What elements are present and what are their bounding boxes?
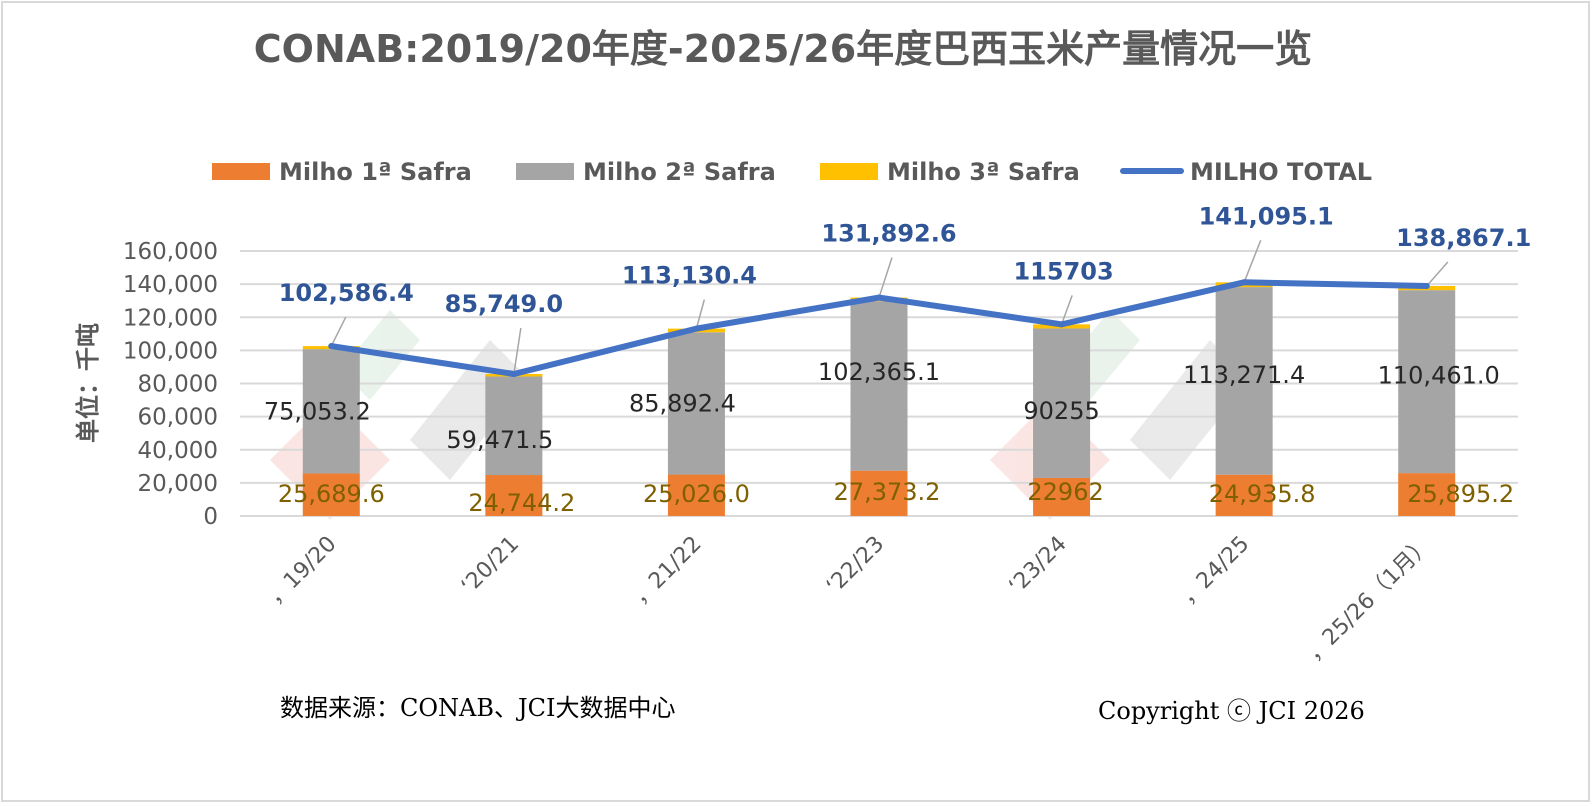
safra2-data-label: 102,365.1 [818, 358, 940, 386]
safra1-data-label: 24,935.8 [1209, 480, 1316, 508]
leader-line [1243, 240, 1262, 283]
bar-segment [850, 470, 908, 516]
y-tick-label: 160,000 [123, 239, 218, 265]
total-line [328, 279, 1430, 377]
total-data-label: 102,586.4 [279, 279, 414, 307]
total-line-point [328, 343, 335, 350]
total-line-point [1423, 283, 1430, 290]
bar-segment [302, 349, 360, 474]
bars [302, 282, 1456, 516]
total-data-label: 138,867.1 [1396, 224, 1531, 252]
y-axis-label: 单位：千吨 [74, 323, 102, 443]
y-axis-ticks: 0 20,000 40,000 60,000 80,000 100,000 120,000 1… [123, 239, 218, 530]
x-tick-label: ，21/22 [629, 532, 707, 610]
x-tick-label: ，24/25 [1176, 532, 1254, 610]
leader-line [330, 316, 347, 347]
y-tick-label: 60,000 [138, 405, 218, 431]
data-labels: 102,586.4 85,749.0 113,130.4 131,892.6 11570… [264, 202, 1531, 517]
x-tick-label: ，25/26（1月） [1302, 532, 1437, 667]
source-note: 数据来源：CONAB、JCI大数据中心 [280, 694, 675, 722]
bar-segment [850, 301, 908, 471]
legend: Milho 1ª Safra Milho 2ª Safra Milho 3ª Saf… [212, 158, 1372, 186]
x-tick-label: ‘23/24 [1004, 532, 1071, 599]
x-tick-label: ‘22/23 [822, 532, 889, 599]
leader-line [878, 257, 893, 298]
safra1-data-label: 25,895.2 [1407, 480, 1514, 508]
y-tick-label: 80,000 [138, 372, 218, 398]
total-data-label: 113,130.4 [622, 262, 757, 290]
safra2-data-label: 90255 [1023, 397, 1099, 425]
y-tick-label: 100,000 [123, 338, 218, 364]
leader-line [513, 327, 522, 375]
bar-segment [1398, 290, 1456, 474]
safra1-data-label: 24,744.2 [468, 489, 575, 517]
y-tick-label: 20,000 [138, 471, 218, 497]
copyright-note: Copyright ⓒ JCI 2026 [1098, 697, 1365, 725]
bar-segment [302, 473, 360, 516]
chart-title: CONAB:2019/20年度-2025/26年度巴西玉米产量情况一览 [254, 27, 1312, 71]
safra1-data-label: 25,026.0 [643, 480, 750, 508]
bar-segment [1215, 287, 1273, 475]
legend-swatch [820, 163, 878, 180]
x-tick-label: ‘20/21 [457, 532, 524, 599]
safra2-data-label: 85,892.4 [629, 389, 736, 417]
bar-segment [667, 474, 725, 516]
legend-label: Milho 3ª Safra [887, 158, 1080, 186]
total-data-label: 131,892.6 [821, 220, 956, 248]
legend-label: Milho 2ª Safra [583, 158, 776, 186]
legend-swatch [212, 163, 270, 180]
total-line-point [1241, 279, 1248, 286]
bar-segment [485, 376, 543, 476]
safra1-data-label: 25,689.6 [278, 480, 385, 508]
total-data-label: 115703 [1013, 257, 1113, 285]
safra1-data-label: 27,373.2 [834, 478, 941, 506]
bar-segment [485, 475, 543, 516]
safra2-data-label: 110,461.0 [1378, 362, 1500, 390]
total-line-point [1058, 321, 1065, 328]
total-line-point [876, 294, 882, 301]
bar-segment [1398, 473, 1456, 516]
total-data-label: 85,749.0 [445, 290, 563, 318]
leader-line [1060, 295, 1073, 325]
legend-label: MILHO TOTAL [1190, 158, 1372, 186]
legend-label: Milho 1ª Safra [279, 158, 472, 186]
safra2-data-label: 113,271.4 [1183, 361, 1305, 389]
bar-segment [667, 332, 725, 475]
safra1-data-label: 22962 [1027, 478, 1103, 506]
x-axis-ticks: ，19/20 ‘20/21 ，21/22 ‘22/23 ‘23/24 ，24/25 ，25/… [263, 532, 1436, 667]
y-tick-label: 40,000 [138, 438, 218, 464]
total-line-point [510, 370, 517, 377]
y-tick-label: 120,000 [123, 305, 218, 331]
bar-segment [1033, 477, 1091, 516]
y-tick-label: 0 [203, 504, 218, 530]
total-data-label: 141,095.1 [1199, 202, 1334, 230]
y-tick-label: 140,000 [123, 272, 218, 298]
bar-segment [1215, 474, 1273, 516]
label-leader-lines [330, 240, 1449, 375]
leader-line [695, 299, 706, 329]
legend-swatch [516, 163, 574, 180]
total-line-point [693, 325, 700, 332]
safra2-data-label: 75,053.2 [264, 397, 371, 425]
leader-line [1426, 261, 1449, 287]
x-tick-label: ，19/20 [263, 532, 341, 610]
bar-segment [1033, 328, 1091, 478]
safra2-data-label: 59,471.5 [446, 426, 553, 454]
